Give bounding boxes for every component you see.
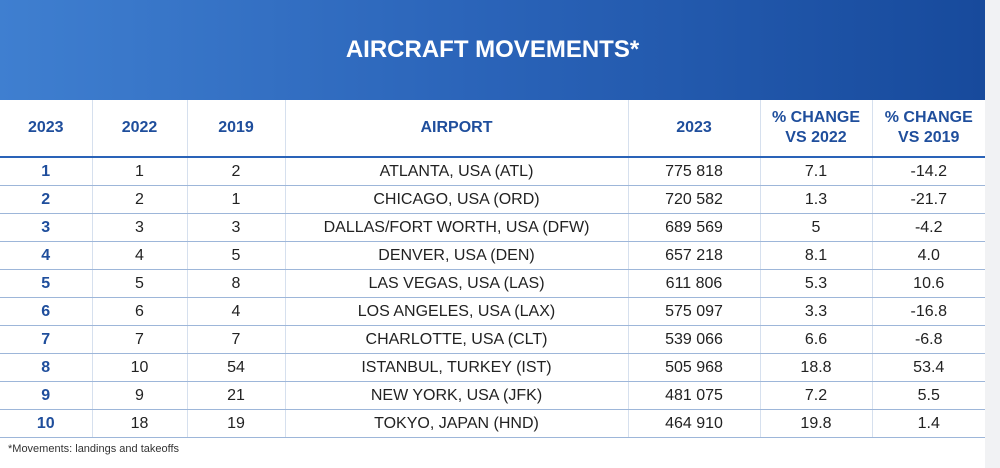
table-cell: 539 066 xyxy=(628,325,761,354)
table-cell: ISTANBUL, TURKEY (IST) xyxy=(285,353,629,382)
table-row: 3 3 3 DALLAS/FORT WORTH, USA (DFW) 689 569 5-… xyxy=(0,213,985,242)
column-header: 2023 xyxy=(0,100,93,158)
table-cell: 689 569 xyxy=(628,213,761,242)
column-header: % CHANGE VS 2022 xyxy=(760,100,873,158)
table-cell: 3 xyxy=(92,213,188,242)
table-row: 2 2 1 CHICAGO, USA (ORD) 720 582 1.3 -21.7 xyxy=(0,185,985,214)
column-header: 2023 xyxy=(628,100,761,158)
table-cell: 2 xyxy=(92,185,188,214)
table-cell: 21 xyxy=(187,381,286,410)
table-cell: 53.4 xyxy=(872,353,985,382)
table-cell: 8.1 xyxy=(760,241,873,270)
table-row: 1 1 2 ATLANTA, USA (ATL) 775 818 7.1 -14.2 xyxy=(0,157,985,186)
column-header: 2022 xyxy=(92,100,188,158)
table-cell: 464 910 xyxy=(628,409,761,438)
table-cell: 7.1 xyxy=(760,157,873,186)
table-cell: 6 xyxy=(0,297,93,326)
table-row: 6 6 4 LOS ANGELES, USA (LAX) 575 097 3.3 -16.8 xyxy=(0,297,985,326)
table-cell: 575 097 xyxy=(628,297,761,326)
table-cell: 1 xyxy=(187,185,286,214)
title: AIRCRAFT MOVEMENTS* xyxy=(345,36,640,63)
table-cell: 9 xyxy=(0,381,93,410)
table-row: 10 18 19 TOKYO, JAPAN (HND) 464 910 19.8 1.4 xyxy=(0,409,985,438)
column-header: % CHANGE VS 2019 xyxy=(872,100,985,158)
footnote: *Movements: landings and takeoffs xyxy=(8,443,180,455)
table-cell: -16.8 xyxy=(872,297,985,326)
table-cell: 8 xyxy=(0,353,93,382)
table-cell: TOKYO, JAPAN (HND) xyxy=(285,409,629,438)
table-row: 7 7 7 CHARLOTTE, USA (CLT) 539 066 6.6 -6.8 xyxy=(0,325,985,354)
table-cell: LAS VEGAS, USA (LAS) xyxy=(285,269,629,298)
table-cell: 3 xyxy=(187,213,286,242)
table-cell: 3 xyxy=(0,213,93,242)
table-cell: 5 xyxy=(187,241,286,270)
table-cell: 5.5 xyxy=(872,381,985,410)
table-cell: 19.8 xyxy=(760,409,873,438)
table-cell: CHICAGO, USA (ORD) xyxy=(285,185,629,214)
table-cell: 2 xyxy=(187,157,286,186)
table: 2023 2022 2019 AIRPORT 2023% CHANGE VS 2022%… xyxy=(0,100,985,438)
table-cell: 9 xyxy=(92,381,188,410)
table-cell: 611 806 xyxy=(628,269,761,298)
table-cell: 7.2 xyxy=(760,381,873,410)
table-cell: 4 xyxy=(0,241,93,270)
table-cell: NEW YORK, USA (JFK) xyxy=(285,381,629,410)
table-cell: 8 xyxy=(187,269,286,298)
table-cell: 5 xyxy=(92,269,188,298)
table-cell: 1.4 xyxy=(872,409,985,438)
table-row: 9 9 21 NEW YORK, USA (JFK) 481 075 7.2 5.5 xyxy=(0,381,985,410)
table-cell: 505 968 xyxy=(628,353,761,382)
table-cell: 481 075 xyxy=(628,381,761,410)
table-body: 1 1 2 ATLANTA, USA (ATL) 775 818 7.1 -14.2 2 2 1 C… xyxy=(0,157,985,438)
table-cell: 7 xyxy=(92,325,188,354)
table-cell: 4 xyxy=(92,241,188,270)
table-cell: DENVER, USA (DEN) xyxy=(285,241,629,270)
table-cell: 7 xyxy=(187,325,286,354)
table-cell: 720 582 xyxy=(628,185,761,214)
table-cell: 5 xyxy=(0,269,93,298)
header-row: 2023 2022 2019 AIRPORT 2023% CHANGE VS 2022%… xyxy=(0,100,985,158)
table-cell: -21.7 xyxy=(872,185,985,214)
table-cell: 4.0 xyxy=(872,241,985,270)
table-cell: 5.3 xyxy=(760,269,873,298)
table-cell: 18 xyxy=(92,409,188,438)
table-cell: 6.6 xyxy=(760,325,873,354)
table-cell: 5 xyxy=(760,213,873,242)
table-cell: 6 xyxy=(92,297,188,326)
table-cell: 54 xyxy=(187,353,286,382)
table-cell: 2 xyxy=(0,185,93,214)
table-cell: LOS ANGELES, USA (LAX) xyxy=(285,297,629,326)
table-cell: 7 xyxy=(0,325,93,354)
table-cell: -4.2 xyxy=(872,213,985,242)
table-cell: 10 xyxy=(0,409,93,438)
table-cell: 775 818 xyxy=(628,157,761,186)
table-cell: 19 xyxy=(187,409,286,438)
table-row: 5 5 8 LAS VEGAS, USA (LAS) 611 806 5.3 10.6 xyxy=(0,269,985,298)
table-row: 4 4 5 DENVER, USA (DEN) 657 218 8.1 4.0 xyxy=(0,241,985,270)
column-header: 2019 xyxy=(187,100,286,158)
table-cell: CHARLOTTE, USA (CLT) xyxy=(285,325,629,354)
table-cell: ATLANTA, USA (ATL) xyxy=(285,157,629,186)
table-cell: 1.3 xyxy=(760,185,873,214)
table-cell: 657 218 xyxy=(628,241,761,270)
column-header: AIRPORT xyxy=(285,100,629,158)
table-row: 8 10 54 ISTANBUL, TURKEY (IST) 505 968 18.8 53… xyxy=(0,353,985,382)
table-cell: -6.8 xyxy=(872,325,985,354)
table-cell: -14.2 xyxy=(872,157,985,186)
table-cell: 18.8 xyxy=(760,353,873,382)
table-cell: 10.6 xyxy=(872,269,985,298)
table-cell: 3.3 xyxy=(760,297,873,326)
table-cell: DALLAS/FORT WORTH, USA (DFW) xyxy=(285,213,629,242)
table-cell: 1 xyxy=(92,157,188,186)
table-cell: 10 xyxy=(92,353,188,382)
table-cell: 4 xyxy=(187,297,286,326)
table-cell: 1 xyxy=(0,157,93,186)
banner: AIRCRAFT MOVEMENTS* xyxy=(0,0,985,100)
